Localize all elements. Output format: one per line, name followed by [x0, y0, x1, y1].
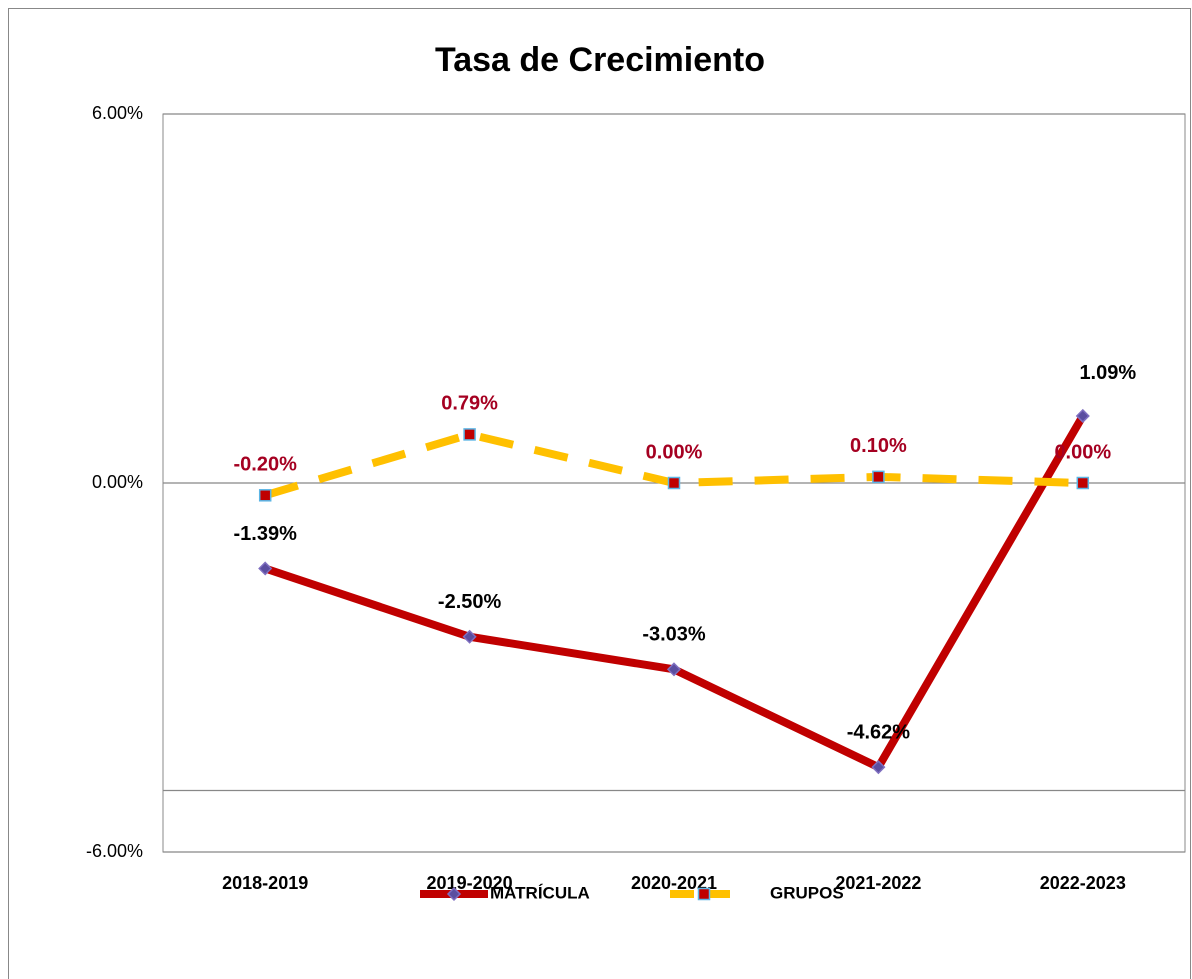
legend-label: GRUPOS [770, 883, 844, 902]
data-label: 0.00% [646, 441, 703, 463]
y-tick-label: -6.00% [86, 841, 143, 861]
data-label: -1.39% [234, 523, 298, 545]
x-tick-label: 2021-2022 [835, 873, 921, 893]
x-tick-label: 2022-2023 [1040, 873, 1126, 893]
marker [667, 476, 681, 490]
data-label: 0.00% [1054, 441, 1111, 463]
marker [258, 489, 272, 502]
y-tick-label: 6.00% [92, 103, 143, 123]
marker [258, 561, 273, 576]
marker [871, 760, 886, 775]
y-tick-label: 0.00% [92, 472, 143, 492]
data-label: 0.10% [850, 435, 907, 457]
marker [1075, 408, 1090, 424]
marker [463, 428, 476, 441]
x-tick-label: 2020-2021 [631, 873, 717, 893]
data-label: -2.50% [438, 591, 502, 613]
marker [666, 662, 682, 677]
marker [697, 887, 711, 901]
x-tick-label: 2018-2019 [222, 873, 308, 893]
data-label: 0.79% [441, 393, 498, 415]
data-label: -4.62% [847, 721, 911, 743]
data-label: -0.20% [234, 454, 298, 476]
chart-title: Tasa de Crecimiento [435, 41, 765, 79]
chart-border [8, 8, 1191, 979]
legend-label: MATRÍCULA [490, 883, 590, 902]
data-label: 1.09% [1079, 362, 1136, 384]
data-label: -3.03% [642, 624, 706, 646]
marker [462, 629, 477, 644]
marker [872, 470, 885, 484]
marker [446, 886, 462, 902]
marker [1076, 476, 1090, 490]
x-tick-label: 2019-2020 [427, 873, 513, 893]
